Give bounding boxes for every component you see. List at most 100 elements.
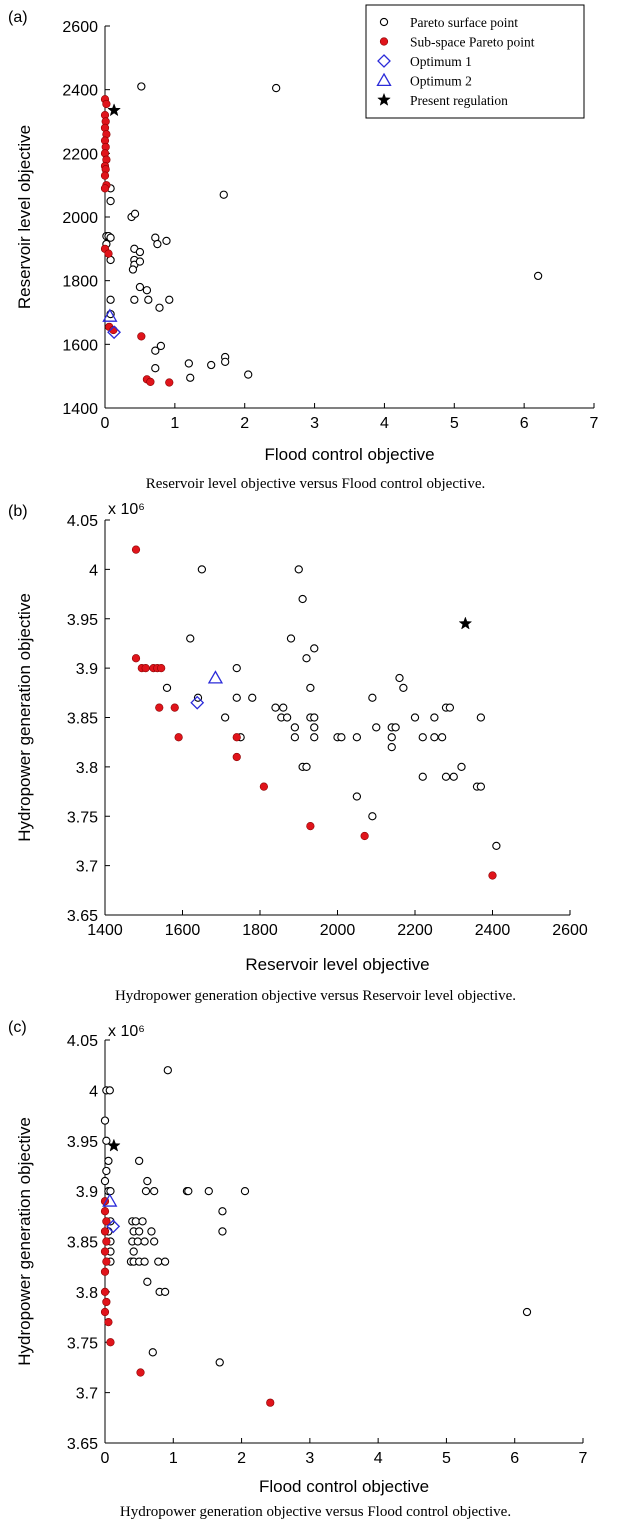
data-point [215, 1358, 224, 1367]
data-point [162, 236, 171, 246]
data-point [165, 378, 174, 387]
y-tick-label: 3.65 [67, 1436, 98, 1453]
data-point [186, 634, 195, 643]
data-point [135, 247, 145, 257]
data-point [387, 733, 396, 742]
legend-marker [376, 72, 392, 87]
series-star [458, 616, 473, 630]
data-point [134, 1156, 144, 1166]
data-point [232, 693, 241, 702]
scatter-plot-b: 1400 1600 1800 2000 2200 2400 2600 3.65 3.7 3.75 3… [8, 501, 588, 974]
caption-a: Reservoir level objective versus Flood c… [145, 476, 486, 492]
data-point [476, 713, 486, 722]
data-point [290, 733, 300, 742]
y-multiplier: x 10⁶ [108, 1023, 145, 1040]
chart-panel-a: 0 1 2 3 4 5 6 7 1400 1600 1800 2000 2200 2400 2600 (a) F… [0, 0, 631, 500]
data-point [147, 1227, 156, 1236]
data-point [128, 265, 138, 274]
data-point [437, 733, 447, 742]
data-point [154, 1257, 163, 1266]
y-axis-label: Hydropower generation objective [15, 1117, 34, 1366]
data-point [391, 723, 400, 732]
data-point [266, 1398, 275, 1407]
data-point [150, 1237, 159, 1246]
data-point [286, 634, 296, 643]
y-tick-label: 3.95 [67, 612, 98, 629]
data-point [131, 654, 141, 663]
data-point [100, 184, 110, 193]
y-tick-label: 3.8 [76, 760, 98, 777]
data-point [131, 545, 141, 554]
data-point [102, 308, 118, 322]
data-point [106, 196, 115, 206]
legend-label: Optimum 2 [410, 74, 472, 89]
data-point [395, 673, 404, 683]
series-filled-circle [131, 545, 497, 880]
y-tick-label: 3.7 [76, 1386, 98, 1403]
data-point [142, 286, 152, 295]
data-point [240, 1186, 250, 1196]
data-point [294, 565, 303, 574]
legend-box [365, 4, 585, 119]
y-tick-label: 2200 [62, 146, 98, 163]
data-point [135, 282, 145, 292]
x-tick-label: 1800 [242, 922, 278, 939]
y-tick-label: 3.75 [67, 1335, 98, 1352]
x-tick-label: 6 [510, 1450, 519, 1467]
series-star [107, 1138, 121, 1152]
data-point [104, 1318, 113, 1327]
data-point [102, 99, 111, 109]
data-point [232, 663, 241, 673]
x-tick-label: 2200 [397, 922, 433, 939]
data-point [100, 1227, 110, 1236]
data-point [140, 1237, 149, 1246]
caption-c: Hydropower generation objective versus F… [119, 1504, 512, 1520]
x-tick-label: 6 [520, 415, 529, 432]
data-point [302, 762, 311, 772]
data-point [441, 772, 451, 781]
data-point [271, 83, 281, 93]
y-tick-label: 3.85 [67, 1235, 98, 1252]
series-star [107, 103, 121, 117]
data-point [102, 1257, 111, 1266]
data-point [102, 1297, 111, 1307]
y-tick-label: 3.9 [76, 1184, 98, 1201]
y-tick-label: 1400 [62, 401, 98, 418]
data-point [207, 670, 224, 684]
data-point [418, 733, 427, 742]
data-point [100, 171, 110, 180]
data-point [310, 733, 319, 742]
data-point [282, 713, 292, 722]
series-open-diamond [106, 1219, 121, 1234]
data-point [107, 1138, 121, 1152]
data-point [492, 841, 501, 851]
data-point [165, 295, 174, 304]
data-point [310, 713, 319, 722]
axes: 1400 1600 1800 2000 2200 2400 2600 3.65 3.7 3.75 3… [67, 513, 588, 939]
data-point [476, 782, 486, 791]
x-tick-label: 3 [310, 415, 319, 432]
y-axis-label: Hydropower generation objective [15, 593, 34, 842]
data-point [352, 733, 362, 742]
data-point [310, 723, 319, 732]
data-point [100, 1247, 110, 1256]
y-tick-label: 3.9 [76, 661, 98, 678]
data-point [102, 1217, 111, 1226]
data-point [100, 1267, 110, 1276]
data-point [160, 1287, 170, 1297]
series-open-circle [102, 82, 543, 382]
data-point [163, 1066, 172, 1075]
y-tick-label: 3.85 [67, 711, 98, 728]
data-point [129, 1247, 138, 1256]
data-point [232, 752, 241, 762]
data-point [488, 871, 497, 880]
data-point [151, 346, 160, 355]
data-point [306, 822, 315, 831]
y-tick-label: 2400 [62, 83, 98, 100]
data-point [155, 303, 164, 312]
y-tick-label: 3.7 [76, 859, 98, 876]
data-point [387, 742, 396, 752]
y-tick-label: 1600 [62, 337, 98, 354]
data-point [174, 733, 183, 742]
data-point [134, 1227, 144, 1236]
